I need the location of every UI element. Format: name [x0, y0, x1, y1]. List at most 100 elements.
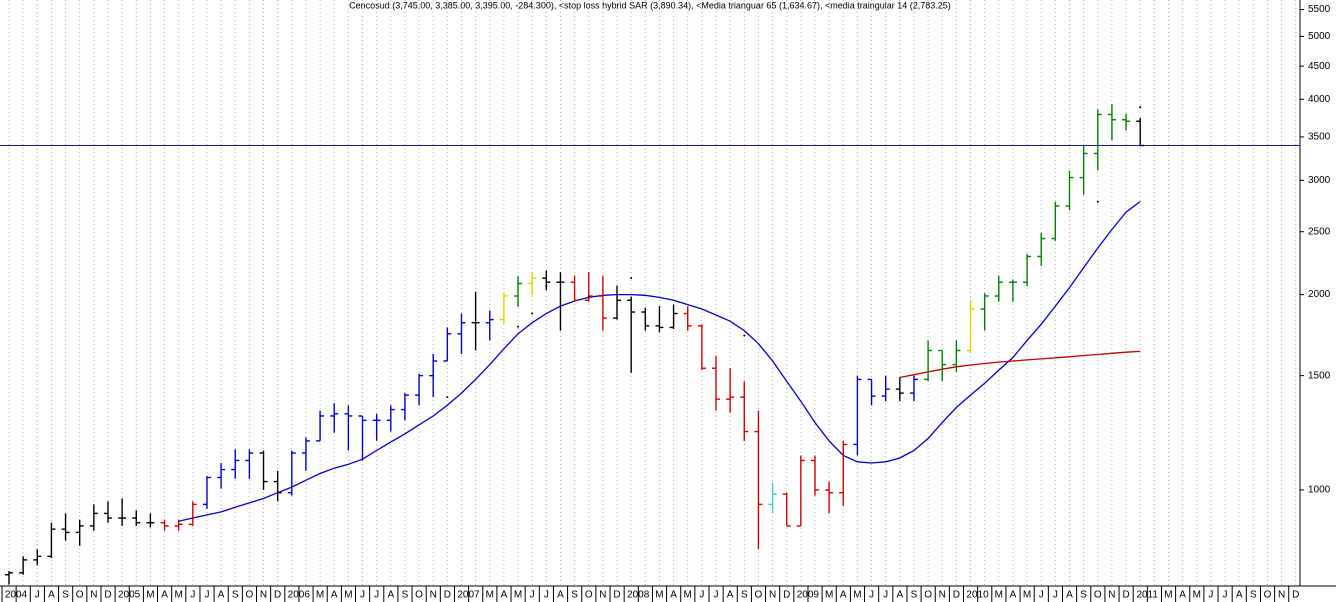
x-tick-label: A	[896, 590, 903, 601]
x-tick-label: A	[161, 590, 168, 601]
x-tick-label: O	[585, 590, 593, 601]
x-tick-label: S	[232, 590, 239, 601]
x-tick-label: O	[415, 590, 423, 601]
sar-dot	[1139, 106, 1142, 109]
x-tick-label: A	[840, 590, 847, 601]
x-tick-label: M	[1023, 590, 1031, 601]
x-tick-label: M	[853, 590, 861, 601]
x-tick-label: A	[48, 590, 55, 601]
x-tick-label: J	[544, 590, 549, 601]
sar-dot	[531, 312, 534, 315]
y-tick-label: 2000	[1308, 289, 1331, 300]
x-tick-label: M	[825, 590, 833, 601]
x-tick-label: M	[316, 590, 324, 601]
x-tick-label: M	[514, 590, 522, 601]
x-tick-label: J	[530, 590, 535, 601]
x-tick-label: O	[755, 590, 763, 601]
x-tick-label: J	[883, 590, 888, 601]
x-tick-label: A	[501, 590, 508, 601]
x-tick-label: A	[557, 590, 564, 601]
x-tick-label: J	[374, 590, 379, 601]
y-tick-label: 1500	[1308, 370, 1331, 381]
x-tick-label: A	[670, 590, 677, 601]
x-tick-label: N	[260, 590, 267, 601]
x-tick-label: D	[613, 590, 620, 601]
x-tick-label: S	[402, 590, 409, 601]
x-tick-label: M	[1164, 590, 1172, 601]
x-tick-label: O	[924, 590, 932, 601]
x-tick-label: A	[218, 590, 225, 601]
y-tick-label: 4000	[1308, 94, 1331, 105]
x-tick-label: O	[1264, 590, 1272, 601]
x-tick-label: A	[1179, 590, 1186, 601]
y-tick-label: 2500	[1308, 226, 1331, 237]
x-tick-label: N	[430, 590, 437, 601]
x-tick-label: S	[911, 590, 918, 601]
x-tick-label: A	[727, 590, 734, 601]
x-tick-label: N	[599, 590, 606, 601]
x-tick-label: N	[1278, 590, 1285, 601]
x-tick-label: M	[175, 590, 183, 601]
x-tick-label: M	[684, 590, 692, 601]
x-tick-label: O	[245, 590, 253, 601]
x-tick-label: D	[444, 590, 451, 601]
axes: 1000 1500 2000 2500 3000 3500 4000 4500 5000 5500…	[1, 4, 1331, 602]
y-tick-label: 3500	[1308, 132, 1331, 143]
y-tick-label: 4500	[1308, 61, 1331, 72]
x-tick-label: S	[741, 590, 748, 601]
x-tick-label: M	[995, 590, 1003, 601]
x-tick-label: A	[1066, 590, 1073, 601]
x-tick-label: J	[699, 590, 704, 601]
x-tick-label: J	[35, 590, 40, 601]
sar-dot	[587, 295, 590, 298]
x-tick-label: N	[90, 590, 97, 601]
x-tick-label: N	[769, 590, 776, 601]
y-tick-label: 3000	[1308, 175, 1331, 186]
moving-average-line	[899, 350, 1141, 379]
x-tick-label: J	[190, 590, 195, 601]
x-tick-label: J	[714, 590, 719, 601]
x-tick-label: A	[1236, 590, 1243, 601]
x-tick-label: O	[1094, 590, 1102, 601]
sar-dot	[630, 277, 633, 280]
moving-average-line	[178, 200, 1141, 522]
x-tick-label: J	[1208, 590, 1213, 601]
x-tick-label: D	[274, 590, 281, 601]
x-tick-label: J	[1039, 590, 1044, 601]
x-tick-label: J	[869, 590, 874, 601]
x-tick-label: A	[331, 590, 338, 601]
x-tick-label: M	[655, 590, 663, 601]
x-tick-label: D	[1122, 590, 1129, 601]
chart-title: Cencosud (3,745.00, 3,385.00, 3,395.00, …	[349, 0, 951, 10]
x-tick-label: M	[1193, 590, 1201, 601]
sar-dot	[743, 334, 746, 337]
x-tick-label: J	[1053, 590, 1058, 601]
grid	[8, 0, 1297, 586]
x-tick-label: M	[486, 590, 494, 601]
x-tick-label: D	[783, 590, 790, 601]
x-tick-label: J	[1223, 590, 1228, 601]
x-tick-label: D	[1292, 590, 1299, 601]
sar-dot	[545, 285, 548, 288]
x-tick-label: S	[571, 590, 578, 601]
x-tick-label: A	[1010, 590, 1017, 601]
y-tick-label: 5000	[1308, 31, 1331, 42]
x-tick-label: M	[146, 590, 154, 601]
x-tick-label: S	[62, 590, 69, 601]
x-tick-label: N	[1108, 590, 1115, 601]
plot	[0, 104, 1300, 585]
x-tick-label: A	[387, 590, 394, 601]
y-tick-label: 1000	[1308, 485, 1331, 496]
x-tick-label: J	[204, 590, 209, 601]
y-tick-label: 5500	[1308, 4, 1331, 15]
x-tick-label: D	[953, 590, 960, 601]
sar-dot	[517, 325, 520, 328]
sar-dot	[1096, 200, 1099, 203]
x-tick-label: O	[76, 590, 84, 601]
x-tick-label: S	[1080, 590, 1087, 601]
x-tick-label: N	[939, 590, 946, 601]
x-tick-label: S	[1250, 590, 1257, 601]
x-tick-label: D	[104, 590, 111, 601]
